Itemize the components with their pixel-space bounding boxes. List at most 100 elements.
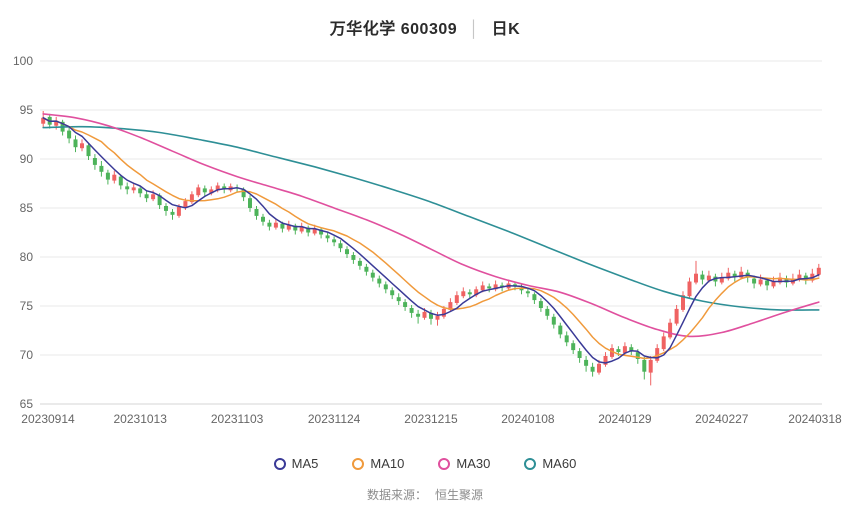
- candle[interactable]: [241, 189, 246, 198]
- candle[interactable]: [196, 187, 201, 196]
- candle[interactable]: [571, 343, 576, 351]
- candle[interactable]: [202, 188, 207, 193]
- candle[interactable]: [706, 275, 711, 281]
- candle[interactable]: [312, 228, 317, 234]
- candle[interactable]: [590, 366, 595, 372]
- candle[interactable]: [345, 249, 349, 255]
- candle[interactable]: [261, 216, 265, 222]
- candle[interactable]: [357, 260, 362, 266]
- candle[interactable]: [86, 145, 91, 157]
- candle[interactable]: [144, 194, 149, 199]
- candle[interactable]: [564, 335, 569, 343]
- candle[interactable]: [409, 308, 414, 313]
- candle[interactable]: [616, 349, 621, 352]
- candle[interactable]: [41, 117, 46, 124]
- candle[interactable]: [209, 189, 214, 194]
- candle[interactable]: [390, 290, 395, 296]
- legend-ma60[interactable]: MA60: [524, 456, 576, 471]
- candle[interactable]: [92, 158, 97, 165]
- candle[interactable]: [416, 313, 421, 317]
- candle[interactable]: [105, 172, 110, 180]
- candle[interactable]: [67, 130, 72, 139]
- candle[interactable]: [551, 316, 556, 325]
- candle[interactable]: [157, 195, 162, 206]
- candle[interactable]: [429, 312, 433, 319]
- candle[interactable]: [325, 235, 330, 239]
- candle[interactable]: [467, 292, 472, 295]
- candles-layer[interactable]: [41, 111, 821, 386]
- candle[interactable]: [642, 359, 647, 372]
- candle[interactable]: [765, 280, 770, 286]
- candle[interactable]: [493, 284, 498, 290]
- candle[interactable]: [629, 347, 634, 352]
- candle[interactable]: [370, 272, 375, 278]
- candle[interactable]: [739, 271, 744, 278]
- candle[interactable]: [816, 267, 821, 275]
- candle[interactable]: [99, 165, 104, 172]
- candle[interactable]: [752, 278, 757, 284]
- candle[interactable]: [377, 278, 382, 284]
- candle[interactable]: [293, 225, 298, 231]
- candle[interactable]: [422, 311, 427, 318]
- candle[interactable]: [771, 281, 776, 287]
- candle[interactable]: [170, 211, 175, 215]
- candle[interactable]: [306, 227, 311, 233]
- candle[interactable]: [538, 301, 543, 308]
- candle[interactable]: [732, 273, 737, 277]
- candle[interactable]: [383, 284, 388, 290]
- candle[interactable]: [176, 207, 181, 216]
- candle[interactable]: [648, 359, 653, 373]
- candle[interactable]: [299, 226, 304, 232]
- candle[interactable]: [125, 186, 130, 190]
- candle[interactable]: [461, 291, 466, 297]
- candle[interactable]: [248, 198, 252, 208]
- candle[interactable]: [778, 277, 782, 283]
- candle[interactable]: [668, 322, 673, 338]
- candle[interactable]: [215, 185, 220, 191]
- candle[interactable]: [661, 336, 666, 350]
- candle[interactable]: [286, 224, 291, 230]
- candle[interactable]: [577, 351, 582, 358]
- candle[interactable]: [622, 346, 627, 354]
- candle[interactable]: [610, 348, 614, 357]
- candle[interactable]: [267, 222, 272, 227]
- candle[interactable]: [448, 302, 453, 310]
- candle[interactable]: [332, 239, 337, 243]
- candle[interactable]: [151, 194, 156, 200]
- candle[interactable]: [674, 308, 679, 324]
- candle[interactable]: [164, 206, 168, 211]
- candle[interactable]: [189, 194, 194, 203]
- candle[interactable]: [435, 315, 440, 320]
- candle[interactable]: [694, 273, 698, 283]
- candle[interactable]: [319, 229, 324, 235]
- candle[interactable]: [803, 275, 808, 280]
- candle[interactable]: [719, 277, 724, 283]
- candle[interactable]: [222, 186, 227, 190]
- candle[interactable]: [655, 348, 660, 361]
- legend-ma5[interactable]: MA5: [273, 456, 318, 471]
- candle[interactable]: [254, 209, 259, 216]
- candle[interactable]: [726, 272, 731, 279]
- candle[interactable]: [474, 289, 479, 296]
- candle[interactable]: [364, 266, 369, 272]
- candle[interactable]: [700, 274, 705, 280]
- candle[interactable]: [558, 325, 563, 335]
- candle[interactable]: [441, 308, 446, 317]
- candle[interactable]: [635, 352, 640, 359]
- candle[interactable]: [54, 120, 59, 126]
- candle[interactable]: [454, 295, 459, 303]
- candle[interactable]: [131, 187, 136, 191]
- candle[interactable]: [280, 223, 285, 229]
- kline-chart[interactable]: 65 70 75 80 85 90 95 100 20230914 20231013 2023110…: [0, 37, 850, 433]
- candle[interactable]: [597, 363, 601, 373]
- candle[interactable]: [797, 274, 802, 280]
- candle[interactable]: [73, 139, 78, 148]
- candle[interactable]: [80, 143, 84, 149]
- legend-ma10[interactable]: MA10: [352, 456, 404, 471]
- candle[interactable]: [487, 286, 492, 289]
- candle[interactable]: [138, 188, 143, 194]
- candle[interactable]: [351, 255, 356, 260]
- candle[interactable]: [681, 295, 685, 310]
- candle[interactable]: [584, 359, 589, 366]
- candle[interactable]: [480, 285, 485, 291]
